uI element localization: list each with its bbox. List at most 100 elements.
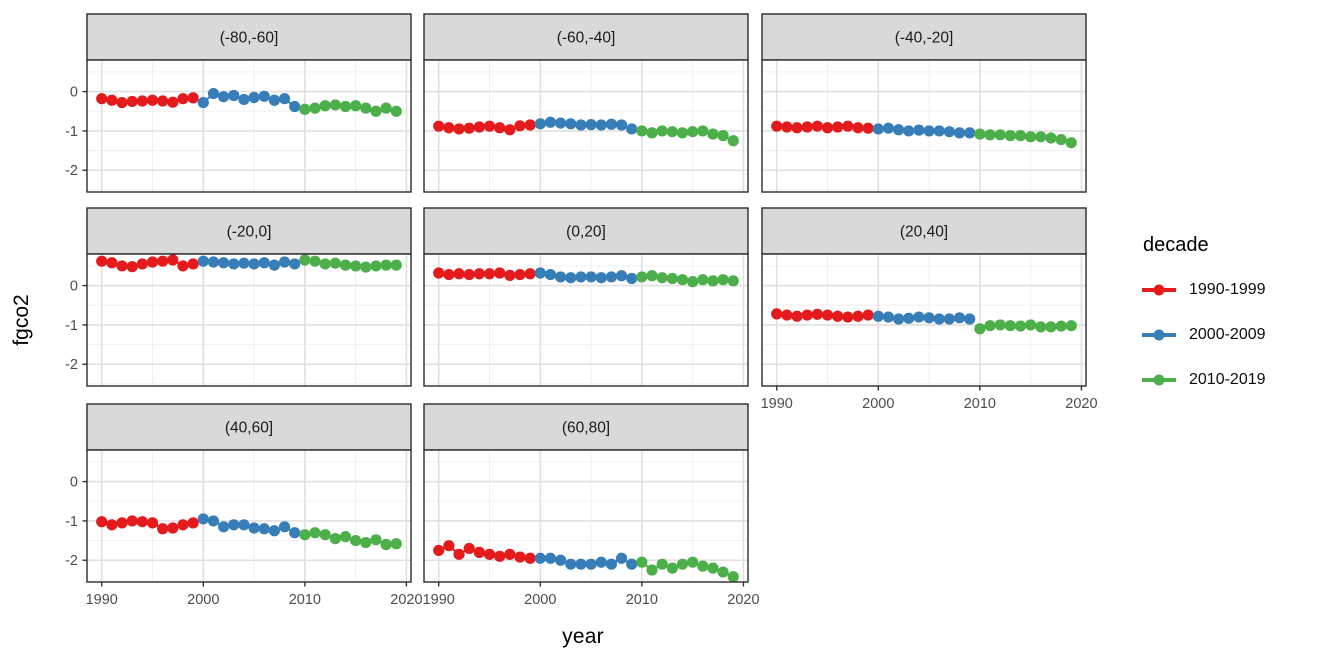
data-point bbox=[177, 260, 189, 272]
data-point bbox=[1004, 320, 1016, 332]
data-point bbox=[555, 117, 567, 129]
data-point bbox=[1014, 320, 1027, 332]
data-point bbox=[329, 99, 341, 111]
data-point bbox=[933, 125, 945, 137]
facet-strip-label: (-60,-40] bbox=[557, 30, 616, 47]
data-point bbox=[524, 552, 536, 564]
data-point bbox=[717, 274, 729, 286]
panel-border bbox=[86, 59, 412, 193]
data-point bbox=[453, 268, 465, 280]
data-point bbox=[585, 558, 597, 570]
data-point bbox=[811, 120, 823, 132]
data-point bbox=[370, 534, 382, 546]
data-point bbox=[228, 519, 240, 531]
data-point bbox=[299, 529, 311, 541]
data-point bbox=[207, 256, 220, 268]
x-axis-title: year bbox=[562, 625, 604, 648]
data-point bbox=[207, 515, 220, 527]
legend-key-point bbox=[1153, 284, 1165, 295]
data-point bbox=[473, 268, 485, 280]
data-point bbox=[852, 122, 864, 134]
data-point bbox=[514, 551, 526, 563]
data-point bbox=[842, 311, 854, 323]
facet-strip-label: (0,20] bbox=[566, 224, 606, 241]
data-point bbox=[585, 271, 597, 283]
legend-entry: 2000-2009 bbox=[1141, 312, 1266, 357]
data-point bbox=[238, 257, 250, 269]
data-point bbox=[136, 95, 148, 107]
data-point bbox=[463, 542, 475, 555]
data-point bbox=[106, 519, 118, 531]
data-point bbox=[167, 522, 179, 534]
data-point bbox=[872, 123, 884, 135]
data-point bbox=[228, 258, 240, 270]
data-point bbox=[524, 119, 536, 131]
data-point bbox=[494, 550, 506, 562]
x-tick-label: 2020 bbox=[1065, 396, 1097, 412]
data-point bbox=[1004, 130, 1016, 142]
data-point bbox=[615, 552, 628, 564]
data-point bbox=[555, 554, 567, 566]
data-point bbox=[167, 254, 179, 266]
data-point bbox=[116, 260, 128, 272]
data-point bbox=[494, 122, 506, 134]
data-point bbox=[157, 95, 169, 107]
data-point bbox=[544, 268, 557, 281]
data-point bbox=[994, 319, 1006, 331]
data-point bbox=[544, 116, 557, 128]
x-tick-label: 2000 bbox=[862, 396, 894, 412]
facet-strip bbox=[86, 13, 412, 61]
data-point bbox=[504, 124, 516, 136]
data-point bbox=[656, 558, 668, 570]
data-point bbox=[707, 562, 719, 574]
x-tick-label: 1990 bbox=[761, 396, 793, 412]
panel-border bbox=[423, 449, 749, 583]
data-point bbox=[319, 529, 331, 541]
data-point bbox=[1035, 131, 1047, 143]
data-point bbox=[453, 123, 465, 135]
legend-entry: 2010-2019 bbox=[1141, 357, 1266, 402]
data-point bbox=[1025, 131, 1037, 143]
y-tick-label: -1 bbox=[65, 124, 78, 140]
data-point bbox=[1035, 321, 1047, 333]
data-point bbox=[882, 122, 895, 134]
data-point bbox=[146, 517, 159, 529]
data-point bbox=[575, 271, 587, 283]
data-point bbox=[544, 552, 557, 564]
data-point bbox=[862, 309, 874, 321]
legend-entries: 1990-1999 2000-2009 2010-2019 bbox=[1141, 267, 1266, 402]
data-point bbox=[595, 119, 607, 131]
facet-panel: (20,40] 1990 2000 2010 2020 bbox=[761, 207, 1098, 412]
x-tick-label: 1990 bbox=[86, 592, 118, 608]
data-point bbox=[329, 257, 341, 269]
data-point bbox=[791, 310, 803, 322]
data-point bbox=[380, 538, 392, 551]
legend-entry-label: 1990-1999 bbox=[1189, 280, 1266, 298]
data-point bbox=[339, 531, 352, 543]
facet-strip bbox=[761, 13, 1087, 61]
data-point bbox=[309, 102, 321, 114]
data-point bbox=[146, 94, 159, 106]
data-point bbox=[903, 125, 915, 137]
data-point bbox=[626, 272, 638, 285]
data-point bbox=[781, 309, 793, 321]
data-point bbox=[801, 121, 813, 133]
data-point bbox=[575, 119, 587, 131]
data-point bbox=[278, 256, 291, 268]
data-point bbox=[842, 120, 854, 132]
data-point bbox=[483, 268, 496, 280]
data-point bbox=[717, 130, 729, 142]
data-point bbox=[390, 259, 402, 271]
facet-strip bbox=[423, 207, 749, 255]
data-point bbox=[626, 558, 638, 570]
data-point bbox=[636, 125, 648, 137]
facet-panel: (-40,-20] bbox=[761, 13, 1087, 193]
data-point bbox=[463, 268, 475, 281]
panel-border bbox=[423, 59, 749, 193]
y-tick-label: -2 bbox=[65, 357, 78, 373]
facet-strip-label: (60,80] bbox=[562, 420, 610, 437]
data-point bbox=[666, 562, 678, 574]
panel-border bbox=[86, 449, 412, 583]
data-point bbox=[483, 548, 496, 560]
data-point bbox=[136, 516, 148, 528]
